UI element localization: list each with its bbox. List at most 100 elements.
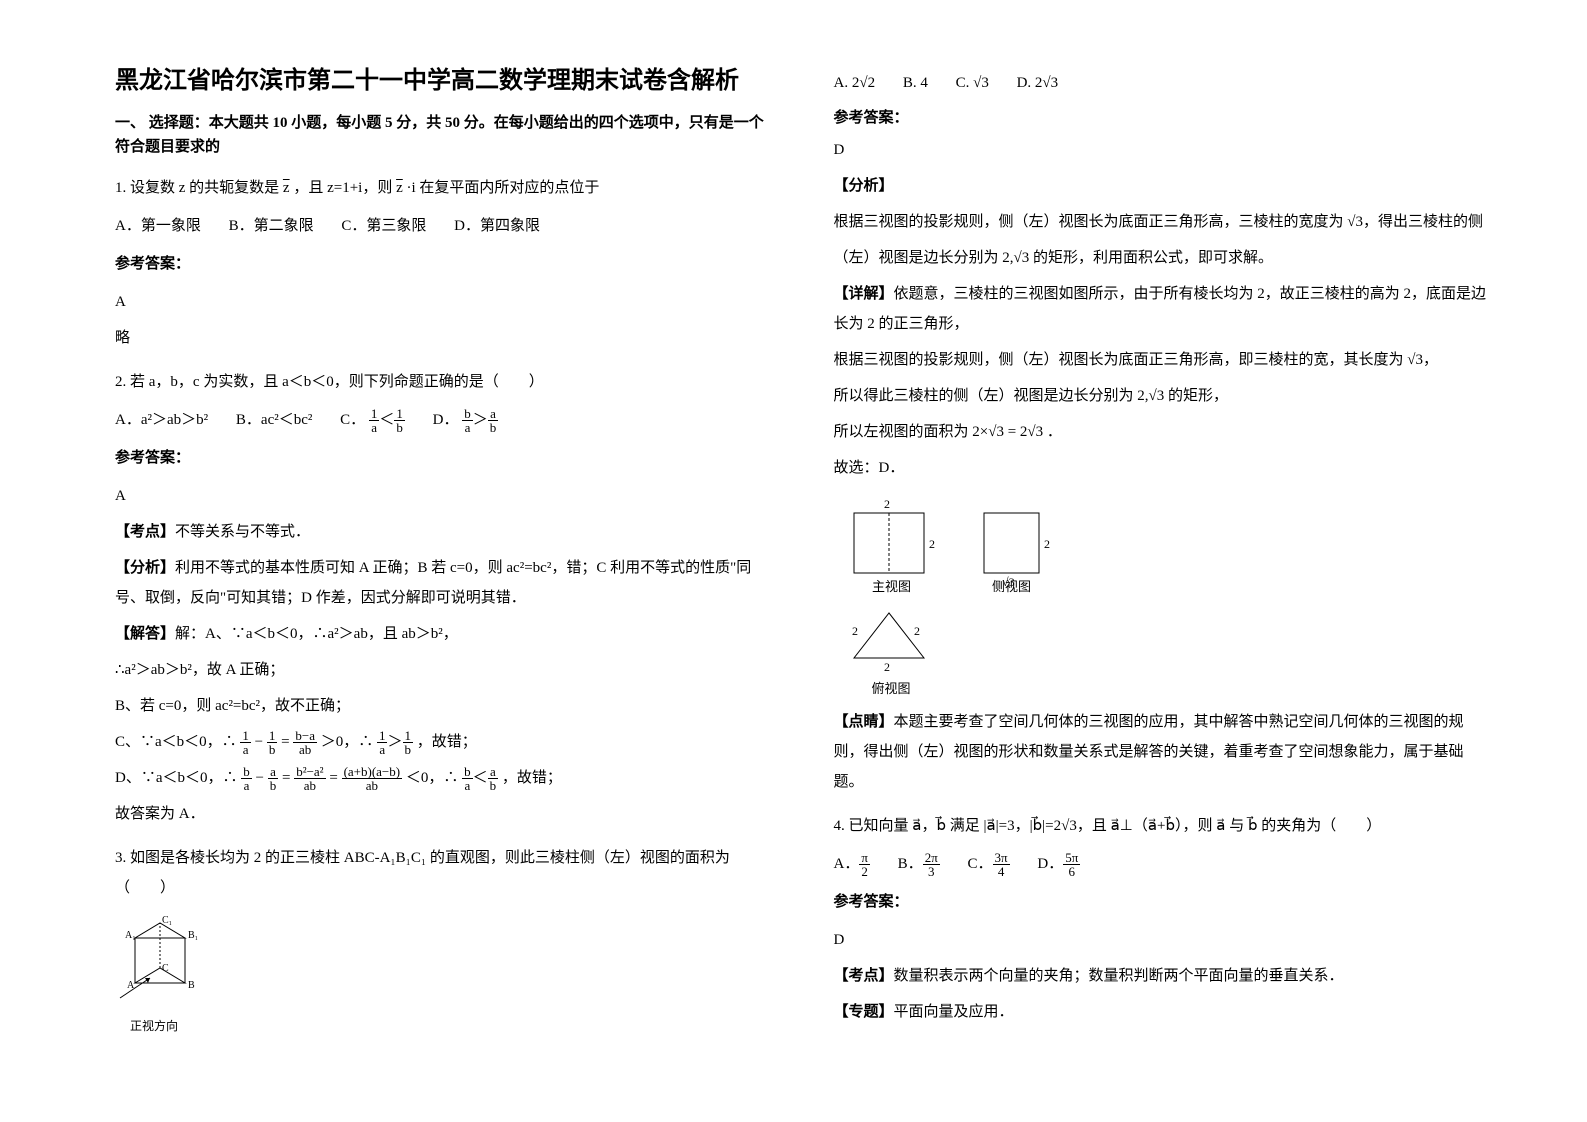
jieda-c-prefix: C、∵a＜b＜0，∴ <box>115 734 237 750</box>
frac-1b: 1b <box>394 407 405 434</box>
q4-zhuanti-text: 平面向量及应用． <box>894 1004 1014 1020</box>
q3-answer-label: 参考答案： <box>834 106 1493 127</box>
q2-optC: C． 1a＜1b <box>340 405 405 435</box>
q2-final: 故答案为 A． <box>115 799 774 829</box>
q3-fenxi-1: 根据三视图的投影规则，侧（左）视图长为底面正三角形高，三棱柱的宽度为 √3，得出… <box>834 207 1493 237</box>
q2-optB: B．ac²＜bc² <box>236 405 312 435</box>
q2-optD-prefix: D． <box>433 412 459 428</box>
dianjing-text: 本题主要考查了空间几何体的三视图的应用，其中解答中熟记空间几何体的三视图的规则，… <box>834 714 1464 790</box>
q4-text: 4. 已知向量 a⃗，b⃗ 满足 |a⃗|=3，|b⃗|=2√3，且 a⃗⊥（a… <box>834 811 1493 841</box>
frac-d3: b²−a²ab <box>294 765 325 792</box>
svg-text:2: 2 <box>884 660 890 673</box>
q2-jieda-a: 【解答】解：A、∵a＜b＜0，∴a²＞ab，且 ab＞b²， <box>115 619 774 649</box>
frac-d4: (a+b)(a−b)ab <box>342 765 403 792</box>
q2-jieda-a2: ∴a²＞ab＞b²，故 A 正确； <box>115 655 774 685</box>
q4-optC: C．3π4 <box>968 849 1010 879</box>
question-3: 3. 如图是各棱长均为 2 的正三棱柱 ABC-A₁B₁C₁ 的直观图，则此三棱… <box>115 843 774 1038</box>
q3-fenxi-label: 【分析】 <box>834 171 1493 201</box>
q2-kaodian: 【考点】不等关系与不等式． <box>115 517 774 547</box>
q4-answer: D <box>834 925 1493 955</box>
jieda-a-text: 解：A、∵a＜b＜0，∴a²＞ab，且 ab＞b²， <box>175 626 458 642</box>
frac-1a: 1a <box>369 407 380 434</box>
q4-zhuanti-label: 【专题】 <box>834 1004 894 1020</box>
q1-text: 1. 设复数 z 的共轭复数是 z ，且 z=1+i，则 z ·i 在复平面内所… <box>115 173 774 203</box>
frac-c1: 1a <box>240 729 251 756</box>
jieda-label: 【解答】 <box>115 626 175 642</box>
q3-answer: D <box>834 135 1493 165</box>
q1-optA: A．第一象限 <box>115 211 201 241</box>
q4-kaodian: 【考点】数量积表示两个向量的夹角；数量积判断两个平面向量的垂直关系． <box>834 961 1493 991</box>
q3-options: A. 2√2 B. 4 C. √3 D. 2√3 <box>834 68 1493 98</box>
prism-diagram: A B C A₁ B₁ C₁ 正视方向 <box>115 913 774 1038</box>
three-views-diagram: 2 2 主视图 2 √3 侧视图 2 2 2 俯视图 <box>834 493 1493 697</box>
q3-optB: B. 4 <box>903 68 928 98</box>
q1-detail: 略 <box>115 323 774 353</box>
q1-options: A．第一象限 B．第二象限 C．第三象限 D．第四象限 <box>115 211 774 241</box>
q3-optA: A. 2√2 <box>834 68 876 98</box>
q3-text: 3. 如图是各棱长均为 2 的正三棱柱 ABC-A₁B₁C₁ 的直观图，则此三棱… <box>115 843 774 903</box>
frac-c3: b−aab <box>293 729 317 756</box>
q1-prefix: 1. 设复数 z 的共轭复数是 <box>115 180 279 196</box>
q1-suffix: ·i 在复平面内所对应的点位于 <box>407 180 600 196</box>
view-direction: 正视方向 <box>130 1014 774 1038</box>
frac-d6: ab <box>488 765 499 792</box>
fenxi-label: 【分析】 <box>115 560 175 576</box>
jieda-d-prefix: D、∵a＜b＜0，∴ <box>115 770 238 786</box>
main-view-label: 主视图 <box>872 579 911 594</box>
q4-optA: A．π2 <box>834 849 870 879</box>
q1-optB: B．第二象限 <box>229 211 314 241</box>
q2-options: A．a²＞ab＞b² B．ac²＜bc² C． 1a＜1b D． ba＞ab <box>115 405 774 435</box>
q3-dianjing: 【点睛】本题主要考查了空间几何体的三视图的应用，其中解答中熟记空间几何体的三视图… <box>834 707 1493 797</box>
svg-text:C₁: C₁ <box>162 915 172 926</box>
q2-optC-prefix: C． <box>340 412 365 428</box>
q3-xiangjie: 【详解】依题意，三棱柱的三视图如图所示，由于所有棱长均为 2，故正三棱柱的高为 … <box>834 279 1493 339</box>
question-1: 1. 设复数 z 的共轭复数是 z ，且 z=1+i，则 z ·i 在复平面内所… <box>115 173 774 353</box>
svg-text:2: 2 <box>884 497 890 511</box>
q4-answer-label: 参考答案： <box>834 887 1493 917</box>
svg-text:B: B <box>188 980 195 991</box>
frac-c4: 1a <box>377 729 388 756</box>
frac-c5: 1b <box>403 729 414 756</box>
q3-xiangjie-3: 所以得此三棱柱的侧（左）视图是边长分别为 2,√3 的矩形， <box>834 381 1493 411</box>
svg-text:2: 2 <box>852 624 858 638</box>
dianjing-label: 【点睛】 <box>834 714 894 730</box>
q3-fenxi-2: （左）视图是边长分别为 2,√3 的矩形，利用面积公式，即可求解。 <box>834 243 1493 273</box>
q2-text: 2. 若 a，b，c 为实数，且 a＜b＜0，则下列命题正确的是（ ） <box>115 367 774 397</box>
q2-answer-label: 参考答案： <box>115 443 774 473</box>
q3-xiangjie-4: 所以左视图的面积为 2×√3 = 2√3 ． <box>834 417 1493 447</box>
jieda-d-suffix: ＜0，∴ <box>406 770 459 786</box>
frac-d1: ba <box>241 765 252 792</box>
q4-optD: D．5π6 <box>1037 849 1080 879</box>
q4-kaodian-text: 数量积表示两个向量的夹角；数量积判断两个平面向量的垂直关系． <box>894 968 1344 984</box>
fenxi-text: 利用不等式的基本性质可知 A 正确；B 若 c=0，则 ac²=bc²，错；C … <box>115 560 751 606</box>
q2-optA: A．a²＞ab＞b² <box>115 405 208 435</box>
jieda-d-end: ，故错； <box>502 770 562 786</box>
jieda-c-end: ，故错； <box>417 734 477 750</box>
xiangjie-1: 依题意，三棱柱的三视图如图所示，由于所有棱长均为 2，故正三棱柱的高为 2，底面… <box>834 286 1487 332</box>
frac-ab: ab <box>488 407 499 434</box>
q4-options: A．π2 B．2π3 C．3π4 D．5π6 <box>834 849 1493 879</box>
xiangjie-label: 【详解】 <box>834 286 894 302</box>
frac-d2: ab <box>268 765 279 792</box>
q1-answer-label: 参考答案： <box>115 249 774 279</box>
frac-c2: 1b <box>267 729 278 756</box>
question-2: 2. 若 a，b，c 为实数，且 a＜b＜0，则下列命题正确的是（ ） A．a²… <box>115 367 774 829</box>
q2-answer: A <box>115 481 774 511</box>
svg-text:2: 2 <box>1044 537 1050 551</box>
top-view-label-text: 俯视图 <box>872 678 1493 697</box>
q3-xiangjie-2: 根据三视图的投影规则，侧（左）视图长为底面正三角形高，即三棱柱的宽，其长度为 √… <box>834 345 1493 375</box>
frac-d5: ba <box>462 765 473 792</box>
jieda-d-mid: = <box>329 770 337 786</box>
q1-mid: ，且 z=1+i，则 <box>293 180 392 196</box>
q2-jieda-d: D、∵a＜b＜0，∴ ba − ab = b²−a²ab = (a+b)(a−b… <box>115 763 774 793</box>
q3-optD: D. 2√3 <box>1017 68 1059 98</box>
q4-zhuanti: 【专题】平面向量及应用． <box>834 997 1493 1027</box>
svg-text:B₁: B₁ <box>188 930 198 941</box>
q3-xiangjie-5: 故选：D． <box>834 453 1493 483</box>
jieda-c-suffix: ＞0，∴ <box>321 734 374 750</box>
q2-jieda-c: C、∵a＜b＜0，∴ 1a − 1b = b−aab ＞0，∴ 1a＞1b ，故… <box>115 727 774 757</box>
page-title: 黑龙江省哈尔滨市第二十一中学高二数学理期末试卷含解析 <box>115 60 774 95</box>
q4-optB: B．2π3 <box>898 849 940 879</box>
q3-optC: C. √3 <box>956 68 989 98</box>
views-svg: 2 2 主视图 2 √3 侧视图 2 2 2 <box>834 493 1114 673</box>
